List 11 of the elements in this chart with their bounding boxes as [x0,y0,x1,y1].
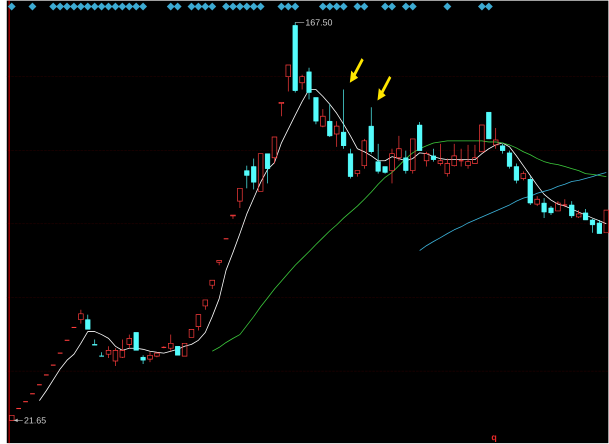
candlestick [424,152,430,167]
candlestick [506,150,512,170]
annotation: 21.65 [24,417,46,424]
candlestick [430,148,436,162]
candlestick [306,67,312,100]
candlestick [465,144,471,170]
annotation: q [492,435,496,442]
annotation: 167.50 [306,19,332,26]
candlestick [514,163,520,184]
candlestick [341,89,346,150]
candlestick [348,148,354,179]
